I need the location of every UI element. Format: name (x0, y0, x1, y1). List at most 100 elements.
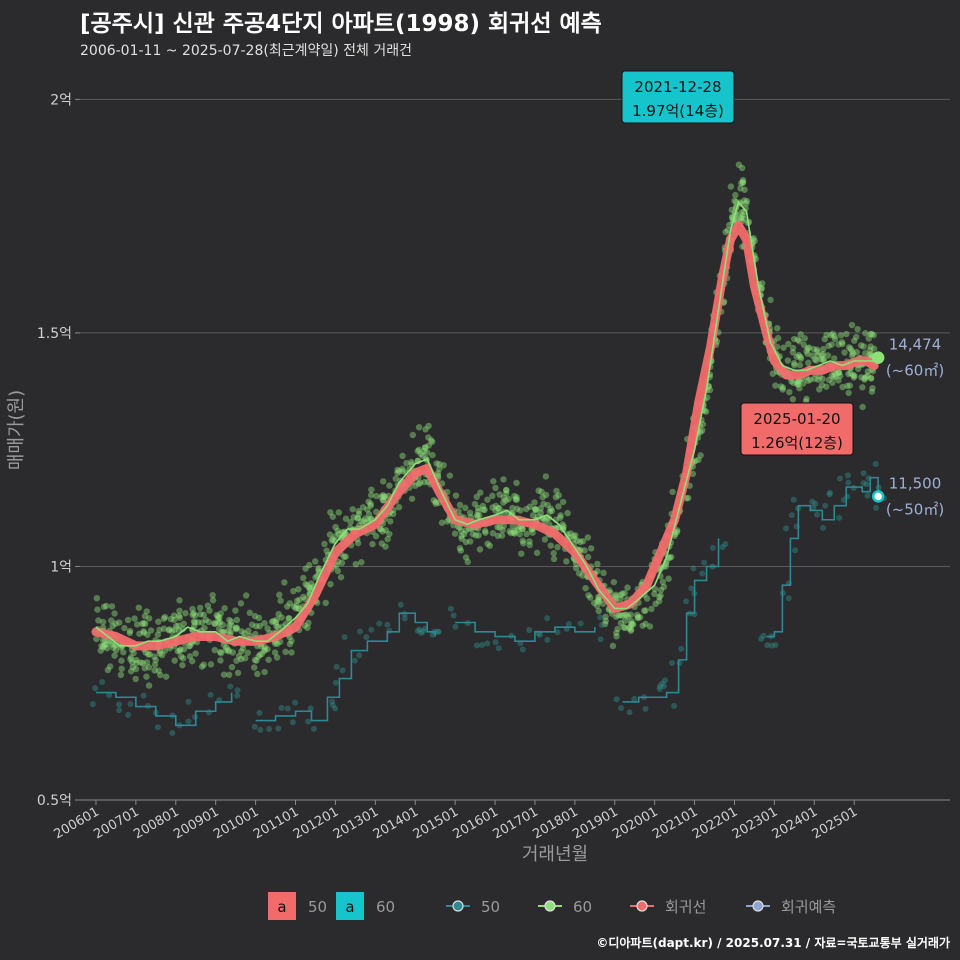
scatter-point-50 (106, 692, 113, 699)
scatter-point (217, 610, 224, 617)
scatter-point (295, 605, 302, 613)
scatter-point-50 (257, 726, 264, 733)
scatter-point (850, 371, 857, 379)
scatter-point (264, 645, 271, 653)
scatter-point-50 (536, 631, 543, 638)
scatter-point (780, 344, 787, 351)
scatter-point (399, 452, 406, 460)
scatter-points (89, 161, 888, 736)
x-tick-label: 201501 (411, 804, 461, 842)
scatter-point (804, 350, 811, 357)
scatter-point (845, 389, 852, 397)
regression-line (91, 220, 879, 651)
scatter-point (602, 617, 609, 625)
scatter-point (758, 284, 765, 292)
scatter-point (474, 511, 481, 519)
scatter-point-50 (850, 484, 857, 491)
scatter-point (593, 602, 601, 609)
scatter-point (176, 647, 183, 654)
scatter-point (305, 619, 312, 627)
scatter-point (112, 646, 120, 654)
scatter-point-50 (473, 642, 480, 649)
scatter-point (819, 375, 826, 383)
scatter-point (252, 630, 259, 638)
scatter-point-50 (329, 698, 336, 705)
scatter-point-50 (683, 598, 690, 605)
scatter-point (261, 643, 268, 651)
scatter-point (151, 667, 158, 674)
scatter-point (364, 506, 371, 513)
scatter-point (139, 620, 146, 628)
scatter-point (577, 538, 584, 546)
scatter-point (171, 616, 178, 624)
scatter-point (329, 513, 337, 520)
scatter-point (296, 596, 303, 603)
scatter-point (256, 651, 264, 659)
scatter-point (151, 653, 158, 660)
scatter-point (95, 617, 102, 624)
scatter-point (254, 670, 261, 678)
scatter-point (342, 515, 350, 522)
scatter-point (811, 356, 818, 363)
scatter-point (108, 641, 116, 648)
scatter-point (372, 532, 380, 540)
scatter-point (116, 619, 123, 626)
scatter-point-50 (661, 677, 668, 684)
scatter-point-50 (356, 652, 363, 659)
scatter-point (618, 612, 626, 619)
series-line-50 (255, 612, 436, 722)
scatter-point (538, 488, 545, 495)
scatter-point (145, 651, 152, 658)
scatter-point (362, 515, 369, 522)
scatter-point (526, 503, 534, 510)
scatter-point (829, 379, 836, 386)
scatter-point (100, 644, 107, 651)
scatter-point (190, 623, 198, 630)
scatter-point (853, 348, 860, 356)
end-label-unit: (~60㎡) (886, 362, 944, 380)
scatter-point (365, 516, 372, 523)
scatter-point (213, 611, 220, 619)
scatter-point (367, 502, 374, 509)
annotations: 14,474 (~60㎡) 11,500 (~50㎡) 2021-12-28 1.97억(… (621, 70, 944, 518)
scatter-point (772, 382, 779, 389)
scatter-point (570, 535, 578, 542)
x-tick-label: 200701 (91, 804, 141, 842)
scatter-point (500, 499, 507, 506)
legend-line-label: 회귀선 (665, 898, 706, 916)
scatter-point (624, 584, 631, 591)
scatter-point (777, 383, 785, 390)
scatter-point (220, 671, 228, 678)
scatter-point (471, 500, 479, 508)
scatter-point (166, 626, 173, 633)
scatter-point-50 (826, 491, 833, 498)
scatter-point (794, 379, 801, 386)
scatter-point (121, 624, 128, 632)
scatter-point (377, 525, 384, 533)
scatter-point (668, 553, 675, 561)
scatter-point (835, 377, 842, 384)
scatter-point (332, 533, 339, 540)
scatter-point (232, 607, 239, 614)
scatter-point (359, 504, 367, 511)
scatter-point (239, 645, 247, 652)
series-line-50 (455, 621, 596, 642)
scatter-point (292, 605, 299, 612)
scatter-point-50 (401, 615, 408, 622)
scatter-point (156, 626, 163, 634)
scatter-point (189, 657, 196, 665)
legend-fill-key (336, 892, 364, 920)
scatter-point (739, 178, 746, 186)
scatter-point (220, 628, 228, 635)
scatter-point (805, 344, 813, 351)
scatter-point (137, 659, 144, 666)
scatter-point-50 (840, 497, 847, 504)
scatter-point (830, 373, 837, 381)
scatter-point (223, 644, 230, 651)
scatter-point (415, 480, 422, 488)
scatter-point (737, 215, 744, 222)
scatter-point (628, 617, 635, 625)
scatter-point (421, 447, 428, 455)
scatter-point (379, 491, 387, 499)
scatter-point (101, 641, 109, 648)
